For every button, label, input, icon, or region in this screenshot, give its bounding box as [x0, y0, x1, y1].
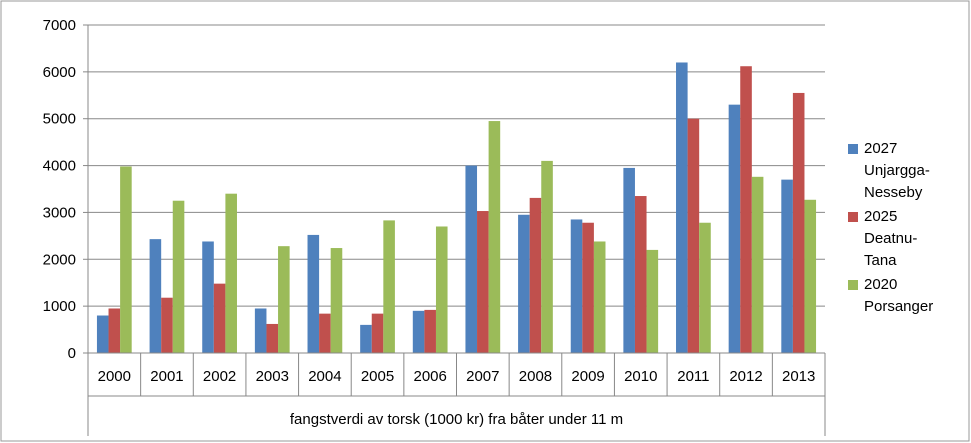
bar: [383, 220, 395, 353]
x-axis-label: fangstverdi av torsk (1000 kr) fra båter…: [290, 411, 623, 428]
x-tick-label: 2012: [729, 368, 762, 385]
bar: [435, 226, 448, 353]
bar: [319, 313, 331, 353]
legend-item: 2020 Porsanger: [848, 274, 933, 318]
bar: [360, 324, 372, 353]
bar: [634, 196, 647, 353]
bar: [623, 167, 635, 353]
bar: [424, 309, 436, 353]
bar: [108, 308, 121, 353]
legend-swatch: [848, 280, 858, 290]
y-tick-label: 5000: [43, 111, 76, 128]
bar: [740, 66, 752, 353]
x-tick-label: 2007: [466, 368, 499, 385]
bar: [465, 165, 478, 353]
bar: [202, 241, 214, 353]
legend-item: 2027 Unjargga-Nesseby: [848, 138, 930, 204]
bar: [792, 92, 805, 353]
bar: [488, 121, 501, 353]
bar: [172, 200, 185, 353]
bar: [213, 283, 226, 353]
bar: [412, 310, 425, 353]
bar: [371, 313, 384, 353]
x-tick-label: 2005: [361, 368, 394, 385]
bar: [477, 211, 489, 353]
x-tick-label: 2004: [308, 368, 341, 385]
x-tick-label: 2002: [203, 368, 236, 385]
y-tick-label: 3000: [43, 204, 76, 221]
y-tick-label: 1000: [43, 298, 76, 315]
legend-swatch: [848, 144, 858, 154]
bar: [529, 197, 542, 353]
legend-label: 2020 Porsanger: [864, 276, 934, 315]
bar: [646, 249, 659, 353]
y-tick-label: 4000: [43, 158, 76, 175]
y-tick-label: 6000: [43, 64, 76, 81]
bar: [96, 315, 109, 353]
x-tick-label: 2011: [677, 368, 709, 385]
legend-label: 2025 Deatnu-Tana: [864, 208, 918, 269]
bar: [570, 219, 583, 353]
x-tick-label: 2008: [519, 368, 552, 385]
bar: [699, 222, 711, 353]
bar: [781, 179, 793, 353]
bar: [149, 239, 162, 353]
bar: [518, 214, 530, 353]
bar: [307, 234, 320, 353]
y-tick-label: 0: [68, 345, 76, 362]
x-tick-label: 2000: [98, 368, 131, 385]
bar: [582, 222, 594, 353]
legend-label: 2027 Unjargga-Nesseby: [864, 140, 930, 201]
bar: [728, 104, 741, 354]
bar: [593, 241, 606, 353]
x-tick-label: 2001: [150, 368, 183, 385]
bar: [161, 297, 173, 353]
legend-swatch: [848, 212, 858, 222]
bar: [225, 193, 237, 353]
bar: [751, 176, 764, 353]
x-tick-label: 2009: [571, 368, 604, 385]
x-tick-label: 2003: [256, 368, 289, 385]
x-tick-label: 2010: [624, 368, 657, 385]
legend-item: 2025 Deatnu-Tana: [848, 206, 928, 272]
x-tick-label: 2006: [413, 368, 446, 385]
bar: [541, 160, 553, 353]
x-tick-label: 2013: [782, 368, 815, 385]
bar: [804, 199, 817, 353]
bar: [330, 248, 343, 353]
bar: [120, 166, 132, 353]
bar: [687, 118, 700, 353]
bar: [266, 323, 279, 353]
y-tick-label: 7000: [43, 17, 76, 34]
bar: [676, 62, 688, 353]
bar: [254, 308, 267, 353]
bar: [278, 246, 290, 353]
y-tick-label: 2000: [43, 251, 76, 268]
